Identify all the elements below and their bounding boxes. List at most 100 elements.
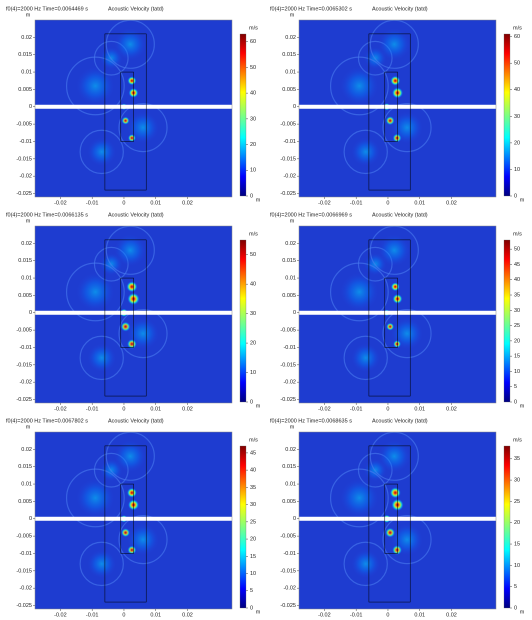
y-tick-label: 0.02: [285, 241, 296, 247]
y-tick-label: 0.01: [285, 482, 296, 488]
field-glow: [87, 343, 117, 373]
x-unit: m: [520, 609, 525, 615]
wave-front: [79, 129, 124, 175]
x-tick-label: -0.01: [350, 406, 363, 412]
hot-spot: [385, 527, 396, 538]
x-tick-label: 0.02: [182, 200, 193, 206]
y-tick-label: -0.015: [280, 156, 296, 162]
wave-front: [65, 468, 125, 528]
colorbar-tick-label: 20: [250, 537, 256, 543]
hot-spot: [390, 75, 401, 86]
colorbar-tick-label: 50: [514, 247, 520, 253]
colorbar-tick-label: 5: [514, 384, 517, 390]
y-tick-label: 0.005: [18, 293, 32, 299]
y-tick-label: 0.005: [18, 499, 32, 505]
inner-domain: [120, 71, 134, 142]
colorbar-tick-label: 0: [514, 193, 517, 199]
wave-front: [65, 262, 125, 322]
wave-front: [65, 56, 125, 116]
field-glow: [378, 28, 411, 61]
y-unit: m: [290, 12, 295, 18]
x-tick-label: -0.02: [318, 406, 331, 412]
colorbar-label: m/s: [249, 231, 258, 237]
field-glow: [114, 440, 147, 473]
colorbar-tick-label: 30: [514, 114, 520, 120]
plot-frame: [298, 225, 497, 404]
y-tick-label: 0.01: [21, 70, 32, 76]
colorbar-label: m/s: [513, 231, 522, 237]
y-tick-label: -0.01: [283, 551, 296, 557]
colorbar-tick-label: 20: [514, 140, 520, 146]
y-tick-label: -0.025: [280, 603, 296, 609]
panel-title: f0(4)=2000 Hz Time=0.0066969 s: [270, 212, 352, 218]
field-glow: [114, 28, 147, 61]
panel-subtitle: Acoustic Velocity (tatd): [372, 418, 428, 424]
y-tick-label: 0.01: [21, 276, 32, 282]
colorbar: [239, 239, 247, 403]
y-tick-label: -0.005: [16, 328, 32, 334]
x-tick-label: -0.01: [86, 406, 99, 412]
colorbar-tick-label: 60: [250, 39, 256, 45]
x-tick-label: -0.02: [54, 200, 67, 206]
colorbar-tick-label: 40: [250, 91, 256, 97]
y-tick-label: 0.015: [282, 464, 296, 470]
hot-spot: [120, 321, 131, 332]
y-tick-label: -0.005: [16, 122, 32, 128]
x-unit: m: [256, 403, 261, 409]
colorbar-tick-label: 30: [250, 311, 256, 317]
y-tick-label: -0.02: [19, 174, 32, 180]
y-tick-label: -0.01: [19, 139, 32, 145]
x-tick-label: 0: [386, 200, 389, 206]
x-tick-label: 0.01: [150, 612, 161, 618]
wave-front: [343, 541, 388, 587]
y-tick-label: 0.02: [285, 447, 296, 453]
colorbar-tick-label: 30: [250, 502, 256, 508]
hot-spot: [393, 340, 402, 348]
y-tick-label: 0.015: [282, 258, 296, 264]
colorbar-tick-label: 45: [514, 262, 520, 268]
field: [35, 432, 232, 609]
field-glow: [378, 440, 411, 473]
colorbar-tick-label: 30: [250, 116, 256, 122]
x-tick-label: 0.01: [414, 200, 425, 206]
colorbar-tick-label: 35: [514, 292, 520, 298]
wave-front: [329, 468, 389, 528]
y-tick-label: 0.005: [282, 499, 296, 505]
y-tick-label: 0.015: [18, 464, 32, 470]
y-tick-label: 0.005: [18, 87, 32, 93]
x-tick-label: 0: [122, 612, 125, 618]
colorbar-tick-label: 25: [250, 519, 256, 525]
x-tick-label: -0.02: [318, 200, 331, 206]
x-tick-label: 0.02: [182, 406, 193, 412]
field-glow: [76, 478, 115, 518]
colorbar-tick-label: 10: [514, 167, 520, 173]
y-tick-label: 0.01: [285, 276, 296, 282]
field: [35, 226, 232, 403]
hot-spot: [127, 545, 137, 555]
y-tick-label: -0.02: [283, 174, 296, 180]
x-tick-label: 0: [122, 200, 125, 206]
inner-domain: [384, 71, 398, 142]
colorbar-tick-label: 0: [514, 399, 517, 405]
colorbar-label: m/s: [249, 437, 258, 443]
colorbar-tick-label: 20: [514, 520, 520, 526]
x-tick-label: -0.01: [350, 612, 363, 618]
hot-spot: [126, 281, 138, 293]
y-unit: m: [290, 218, 295, 224]
colorbar: [239, 33, 247, 197]
x-tick-label: 0: [386, 612, 389, 618]
hot-spot: [121, 116, 130, 125]
y-tick-label: 0: [29, 310, 32, 316]
outer-domain: [104, 239, 147, 397]
colorbar-tick-label: 20: [514, 338, 520, 344]
y-tick-label: 0.01: [21, 482, 32, 488]
plot-frame: [34, 431, 233, 610]
colorbar-tick-label: 5: [514, 584, 517, 590]
y-tick-label: -0.02: [19, 380, 32, 386]
field: [299, 432, 496, 609]
panel: f0(4)=2000 Hz Time=0.0065302 s Acoustic V…: [270, 6, 525, 206]
hot-spot: [392, 133, 402, 143]
x-unit: m: [520, 197, 525, 203]
y-unit: m: [26, 12, 31, 18]
